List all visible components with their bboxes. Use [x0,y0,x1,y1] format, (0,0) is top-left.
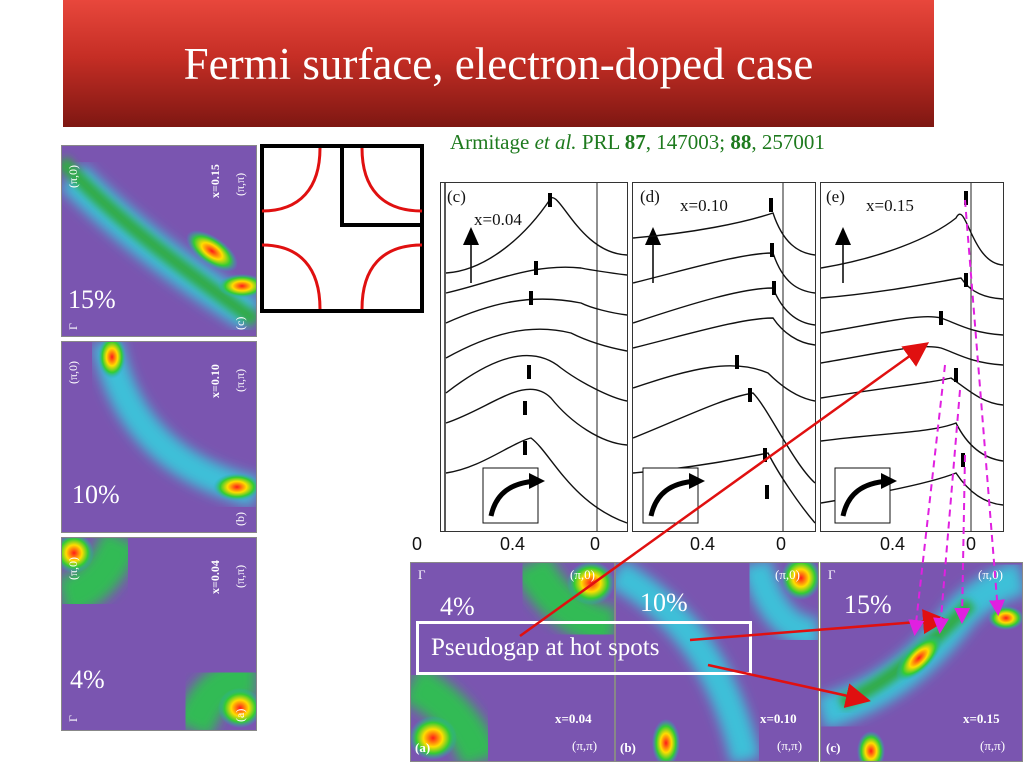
citation-vol2: 88 [730,130,752,154]
edc-tick-d-04: 0.4 [690,534,716,554]
map-left-04 [61,537,257,731]
bottom-pct-10: 10% [640,588,688,617]
left-gamma-15: Γ [66,323,80,330]
edc-tick-edge: 0 [412,534,423,554]
edc-x-c: x=0.04 [474,210,522,229]
left-x-10: x=0.10 [208,364,222,398]
edc-x-d: x=0.10 [680,196,728,215]
bottom-pi0-10: (π,0) [775,567,800,582]
edc-tag-e: (e) [826,187,845,206]
edc-tick-d-0: 0 [776,534,787,554]
edc-tag-c: (c) [447,187,466,206]
left-pi0-04: (π,0) [66,556,80,580]
bottom-x-04: x=0.04 [555,711,592,726]
bottom-pi0-04: (π,0) [570,567,595,582]
edc-tick-c-0: 0 [590,534,601,554]
left-pipi-10: (π,π) [233,368,247,392]
left-pct-10: 10% [72,480,120,509]
citation-pages2: , 257001 [751,130,825,154]
edc-traces-c [444,183,627,531]
left-pi0-10: (π,0) [66,360,80,384]
bottom-panel-15: (c) [826,740,841,755]
left-pipi-04: (π,π) [233,564,247,588]
edc-tick-c-04: 0.4 [500,534,526,554]
edc-panel-c [440,182,628,532]
citation-authors: Armitage [450,130,530,154]
edc-tag-d: (d) [640,187,660,206]
left-panel-15: (c) [233,316,247,330]
bottom-gamma-04: Γ [418,567,426,582]
left-x-04: x=0.04 [208,560,222,594]
bottom-pipi-15: (π,π) [980,738,1006,753]
left-pct-15: 15% [68,285,116,314]
bottom-panel-04: (a) [415,740,431,755]
fermi-surface-schematic [260,143,425,313]
left-gamma-04: Γ [66,715,80,722]
edc-traces-e [821,183,1003,531]
map-left-10 [61,341,257,533]
edc-x-e: x=0.15 [866,196,914,215]
bottom-pi0-15: (π,0) [978,567,1003,582]
slide-title: Fermi surface, electron-doped case [183,39,814,89]
bottom-pct-04: 4% [440,592,475,621]
citation-pages1: , 147003; [645,130,731,154]
bottom-x-15: x=0.15 [963,711,1000,726]
citation-journal: PRL [581,130,620,154]
left-panel-04: (a) [233,708,247,722]
edc-traces-d [633,183,815,531]
edc-tick-e-0: 0 [966,534,977,554]
map-left-15 [61,145,257,337]
title-banner: Fermi surface, electron-doped case [63,0,934,127]
bottom-pct-15: 15% [844,590,892,619]
edc-panel-d [632,182,816,532]
left-pipi-15: (π,π) [233,172,247,196]
citation: Armitage et al. PRL 87, 147003; 88, 2570… [450,130,825,155]
citation-etal: et al. [534,130,577,154]
left-x-15: x=0.15 [208,164,222,198]
bottom-panel-10: (b) [620,740,636,755]
edc-panel-e [820,182,1004,532]
bottom-pipi-04: (π,π) [572,738,598,753]
left-panel-10: (b) [233,512,247,526]
bottom-x-10: x=0.10 [760,711,797,726]
bottom-pipi-10: (π,π) [777,738,803,753]
citation-vol1: 87 [624,130,646,154]
left-pct-04: 4% [70,665,105,694]
edc-tick-e-04: 0.4 [880,534,906,554]
bottom-gamma-15: Γ [828,567,836,582]
left-pi0-15: (π,0) [66,164,80,188]
pseudogap-callout: Pseudogap at hot spots [416,621,752,675]
